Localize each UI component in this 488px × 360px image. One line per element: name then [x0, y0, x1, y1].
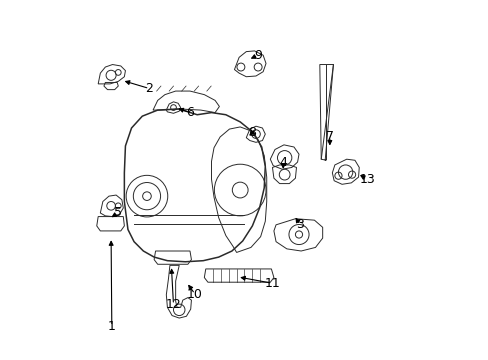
- Text: 10: 10: [187, 288, 203, 301]
- Text: 4: 4: [279, 156, 286, 169]
- Text: 12: 12: [165, 298, 181, 311]
- Text: 7: 7: [325, 130, 333, 143]
- Text: 2: 2: [145, 82, 153, 95]
- Text: 11: 11: [264, 277, 280, 290]
- Text: 1: 1: [108, 320, 116, 333]
- Text: 13: 13: [359, 173, 374, 186]
- Text: 6: 6: [185, 106, 194, 119]
- Text: 5: 5: [114, 207, 122, 220]
- Text: 8: 8: [248, 126, 256, 139]
- Text: 9: 9: [254, 49, 262, 62]
- Text: 3: 3: [296, 218, 304, 231]
